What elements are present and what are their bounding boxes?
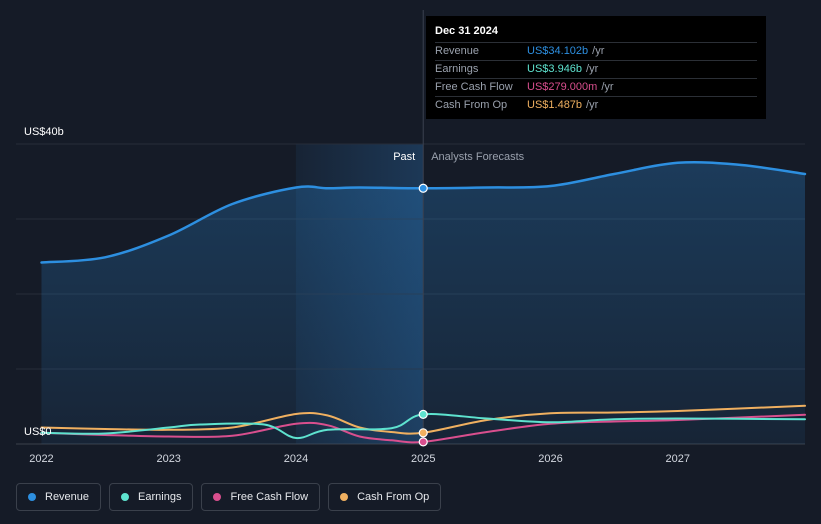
y-axis-max-label: US$40b: [24, 126, 64, 138]
tooltip: Dec 31 2024 Revenue US$34.102b/yr Earnings…: [426, 16, 766, 119]
tooltip-row-value: US$3.946b: [527, 63, 583, 75]
legend-dot-icon: [213, 493, 222, 501]
legend-label: Earnings: [138, 491, 182, 503]
tooltip-row-unit: /yr: [586, 63, 599, 75]
tooltip-row-name: Revenue: [435, 45, 480, 57]
free-cash-flow-marker: [418, 437, 428, 447]
legend-label: Cash From Op: [357, 491, 430, 503]
tooltip-date: Dec 31 2024: [435, 25, 498, 37]
tooltip-row-unit: /yr: [601, 81, 614, 93]
x-tick-label: 2024: [284, 453, 308, 465]
x-tick-label: 2025: [411, 453, 435, 465]
legend: Revenue Earnings Free Cash Flow Cash From O…: [16, 483, 442, 511]
legend-item-earnings[interactable]: Earnings: [109, 483, 194, 511]
legend-item-revenue[interactable]: Revenue: [16, 483, 102, 511]
earnings-marker: [418, 409, 428, 419]
cash-from-op-marker: [418, 428, 428, 438]
earnings-line: [40, 413, 806, 440]
x-axis-ticks: 2022 2023 2024 2025 2026 2027: [29, 453, 690, 465]
legend-label: Revenue: [45, 491, 90, 503]
tooltip-row-name: Cash From Op: [435, 99, 508, 111]
tooltip-row-value: US$1.487b: [527, 99, 583, 111]
tooltip-row-unit: /yr: [592, 45, 605, 57]
legend-dot-icon: [28, 493, 36, 501]
x-tick-label: 2027: [665, 453, 689, 465]
tooltip-row-name: Free Cash Flow: [435, 81, 513, 93]
free-cash-flow-line: [40, 413, 806, 444]
tooltip-row-name: Earnings: [435, 63, 479, 75]
legend-dot-icon: [340, 493, 349, 501]
x-tick-label: 2023: [156, 453, 180, 465]
revenue-marker: [418, 183, 428, 193]
tooltip-row-unit: /yr: [586, 99, 599, 111]
tooltip-row-free-cash-flow: Free Cash Flow US$279.000m/yr: [435, 78, 757, 96]
tooltip-row-revenue: Revenue US$34.102b/yr: [435, 42, 757, 60]
x-tick-label: 2026: [538, 453, 562, 465]
past-label: Past: [393, 151, 415, 163]
tooltip-row-value: US$34.102b: [527, 45, 589, 57]
revenue-line: [40, 160, 807, 264]
y-axis-min-label: US$0: [24, 426, 52, 438]
cash-from-op-line: [40, 404, 806, 435]
legend-item-cash-from-op[interactable]: Cash From Op: [328, 483, 442, 511]
legend-item-free-cash-flow[interactable]: Free Cash Flow: [201, 483, 321, 511]
tooltip-row-earnings: Earnings US$3.946b/yr: [435, 60, 757, 78]
tooltip-row-cash-from-op: Cash From Op US$1.487b/yr: [435, 96, 757, 114]
forecast-label: Analysts Forecasts: [431, 151, 524, 163]
x-tick-label: 2022: [29, 453, 53, 465]
legend-label: Free Cash Flow: [230, 491, 309, 503]
tooltip-row-value: US$279.000m: [527, 81, 598, 93]
series-markers: [418, 183, 428, 447]
legend-dot-icon: [121, 493, 130, 501]
series-lines: [40, 160, 807, 444]
